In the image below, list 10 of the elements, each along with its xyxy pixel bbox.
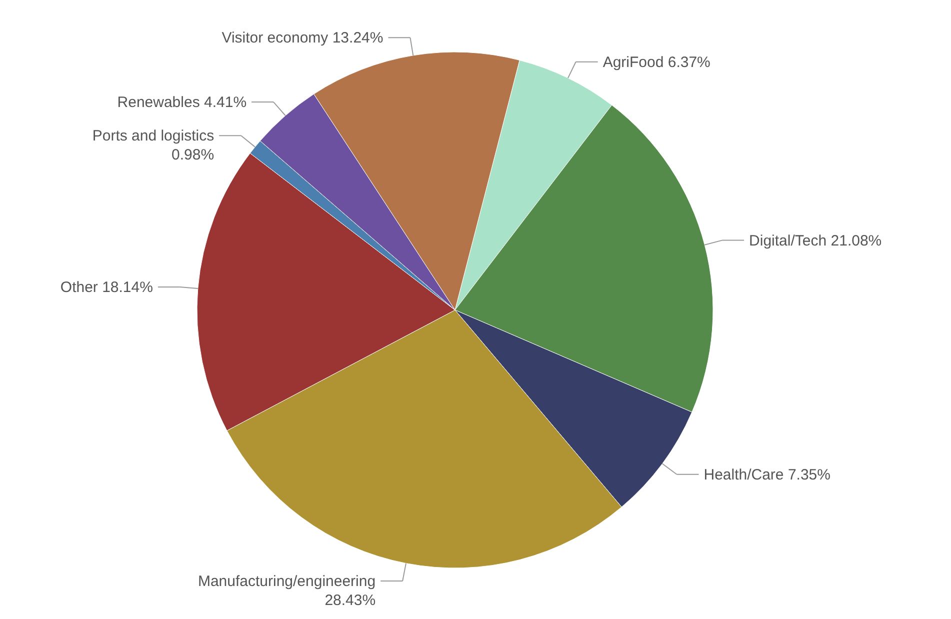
- slice-label: Other 18.14%: [60, 279, 153, 296]
- data-label: 0.98%: [172, 146, 214, 164]
- slice-label: Visitor economy 13.24%: [222, 30, 384, 47]
- slice-label: Renewables 4.41%: [117, 94, 247, 112]
- slice-label: Ports and logistics: [92, 128, 214, 145]
- slice-label: Manufacturing/engineering: [198, 572, 376, 590]
- slice-label: Digital/Tech 21.08%: [749, 232, 882, 250]
- slice-label: AgriFood 6.37%: [602, 54, 710, 71]
- data-label: 28.43%: [324, 592, 376, 609]
- slice-label: Health/Care 7.35%: [704, 466, 830, 484]
